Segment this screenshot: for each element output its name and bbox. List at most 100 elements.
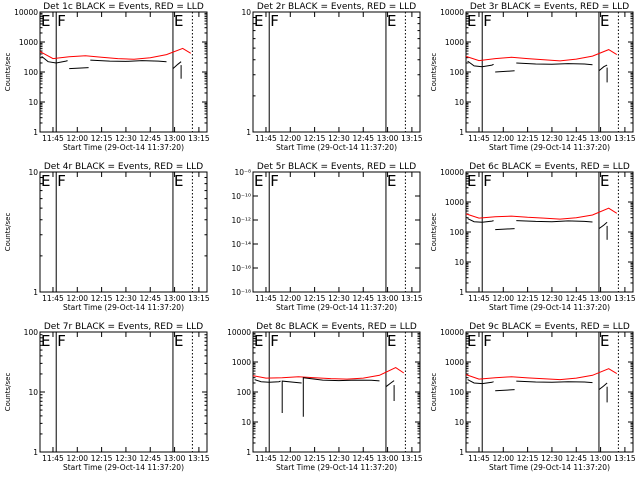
x-tick-label: 12:00 xyxy=(492,454,514,463)
y-tick-label: 1000 xyxy=(445,38,464,47)
x-tick-label: 12:30 xyxy=(328,134,350,143)
lld-series-line xyxy=(252,367,405,380)
chart-title: Det 7r BLACK = Events, RED = LLD xyxy=(44,322,203,332)
y-tick-label: 1000 xyxy=(445,358,464,367)
x-tick-label: 11:45 xyxy=(468,134,490,143)
events-series-line xyxy=(495,228,515,231)
lld-series-line xyxy=(465,368,618,381)
y-axis-label: Counts/sec xyxy=(4,53,12,92)
y-tick-label: 10⁻¹⁰ xyxy=(231,192,251,201)
x-tick-label: 11:45 xyxy=(255,294,277,303)
x-tick-label: 12:30 xyxy=(115,134,137,143)
y-tick-label: 100 xyxy=(450,228,465,237)
x-tick-label: 12:30 xyxy=(115,454,137,463)
x-tick-label: 12:45 xyxy=(352,294,374,303)
chart-panel-5: Det 5r BLACK = Events, RED = LLD 10⁻⁸ 10⁻¹… xyxy=(231,162,422,312)
x-axis-label: Start Time (29-Oct-14 11:37:20) xyxy=(489,303,610,312)
y-tick-label: 1 xyxy=(459,448,464,457)
plot-frame xyxy=(465,331,634,453)
x-axis-label: Start Time (29-Oct-14 11:37:20) xyxy=(63,463,184,472)
marker-label: F xyxy=(483,12,492,30)
y-tick-label: 1 xyxy=(33,448,38,457)
x-axis-label: Start Time (29-Oct-14 11:37:20) xyxy=(63,143,184,152)
x-tick-label: 12:30 xyxy=(541,454,563,463)
x-tick-label: 13:15 xyxy=(614,454,636,463)
marker-label: F xyxy=(270,332,279,350)
x-tick-label: 11:45 xyxy=(42,454,64,463)
x-tick-label: 11:45 xyxy=(468,294,490,303)
x-tick-label: 12:00 xyxy=(492,294,514,303)
marker-label: F xyxy=(57,332,66,350)
marker-label: E xyxy=(467,332,476,350)
y-axis-label: Counts/sec xyxy=(4,373,12,412)
x-tick-label: 13:00 xyxy=(377,134,399,143)
events-series-line xyxy=(516,380,593,384)
x-tick-label: 12:30 xyxy=(541,294,563,303)
x-tick-label: 12:15 xyxy=(91,134,113,143)
events-series-line xyxy=(302,377,380,417)
x-axis-label: Start Time (29-Oct-14 11:37:20) xyxy=(489,143,610,152)
events-series-line xyxy=(281,380,302,413)
x-tick-label: 11:45 xyxy=(42,294,64,303)
marker-label: F xyxy=(57,172,66,190)
chart-title: Det 2r BLACK = Events, RED = LLD xyxy=(257,2,416,12)
y-tick-label: 1 xyxy=(33,288,38,297)
marker-label: E xyxy=(254,172,263,190)
y-tick-label: 10⁻¹⁶ xyxy=(231,264,251,273)
x-tick-label: 13:15 xyxy=(188,454,210,463)
y-tick-label: 100 xyxy=(450,388,465,397)
y-tick-label: 10⁻¹² xyxy=(231,216,251,225)
x-tick-label: 12:00 xyxy=(279,294,301,303)
chart-title: Det 9c BLACK = Events, RED = LLD xyxy=(469,322,630,332)
chart-panel-2: Det 2r BLACK = Events, RED = LLD 10 1 11:45… xyxy=(241,2,422,152)
x-tick-label: 12:45 xyxy=(139,294,161,303)
y-tick-label: 10 xyxy=(454,418,464,427)
x-tick-label: 13:15 xyxy=(188,134,210,143)
chart-title: Det 4r BLACK = Events, RED = LLD xyxy=(44,162,203,172)
y-tick-label: 10 xyxy=(28,98,38,107)
x-tick-label: 12:15 xyxy=(517,294,539,303)
marker-label: E xyxy=(600,172,609,190)
y-axis-label: Counts/sec xyxy=(430,53,438,92)
plot-frame xyxy=(252,171,421,293)
events-series-line xyxy=(598,64,608,72)
y-tick-label: 1 xyxy=(459,288,464,297)
events-series-line xyxy=(467,379,494,385)
y-tick-label: 1000 xyxy=(232,358,251,367)
events-series-line xyxy=(495,70,515,73)
x-tick-label: 13:00 xyxy=(377,454,399,463)
x-tick-label: 12:00 xyxy=(66,134,88,143)
x-tick-label: 13:15 xyxy=(614,294,636,303)
x-tick-label: 11:45 xyxy=(42,134,64,143)
lld-series-line xyxy=(39,47,192,60)
lld-series-line xyxy=(465,49,618,62)
marker-label: E xyxy=(174,12,183,30)
events-series-line xyxy=(385,380,395,388)
marker-label: E xyxy=(41,332,50,350)
y-tick-label: 10 xyxy=(28,388,38,397)
x-tick-label: 12:45 xyxy=(352,134,374,143)
marker-label: E xyxy=(254,332,263,350)
x-tick-label: 12:15 xyxy=(91,294,113,303)
y-tick-label: 100 xyxy=(237,388,252,397)
plot-frame xyxy=(39,331,208,453)
events-series-line xyxy=(69,67,89,70)
x-tick-label: 12:30 xyxy=(328,454,350,463)
events-series-line xyxy=(516,62,593,66)
x-tick-label: 13:15 xyxy=(614,134,636,143)
x-tick-label: 12:00 xyxy=(66,454,88,463)
y-tick-label: 10000 xyxy=(440,328,464,337)
marker-label: E xyxy=(174,332,183,350)
y-tick-label: 1 xyxy=(33,128,38,137)
y-axis-label: Counts/sec xyxy=(430,373,438,412)
marker-label: E xyxy=(174,172,183,190)
y-tick-label: 100 xyxy=(24,68,39,77)
chart-title: Det 3r BLACK = Events, RED = LLD xyxy=(470,2,629,12)
x-tick-label: 12:15 xyxy=(304,294,326,303)
chart-panel-8: Det 8c BLACK = Events, RED = LLD 10000 100… xyxy=(227,322,423,472)
events-series-line xyxy=(172,61,182,69)
marker-label: F xyxy=(57,12,66,30)
marker-label: F xyxy=(483,172,492,190)
x-tick-label: 12:30 xyxy=(541,134,563,143)
